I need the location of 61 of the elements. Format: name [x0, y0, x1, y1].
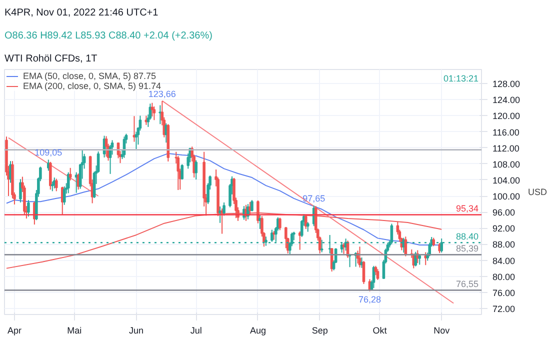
annotation: 109,05: [34, 148, 62, 158]
candlestick: [19, 178, 22, 203]
y-tick-label: 116.00: [492, 127, 520, 138]
legend-label: EMA (50, close, 0, SMA, 5) 87.75: [23, 71, 156, 81]
candlestick: [176, 155, 180, 190]
chart-subtitle: K4PR, Nov 01, 2022 21:46 UTC+1: [4, 8, 159, 18]
candlestick: [194, 160, 198, 180]
annotation: 97,65: [302, 193, 326, 204]
candlestick: [152, 106, 156, 121]
candlestick: [362, 260, 366, 284]
text: O86.36 H89.42 L85.93 C88.40 +2.04 (+2.36%): [4, 30, 212, 42]
x-tick-label: Aug: [250, 326, 266, 336]
candlestick: [374, 265, 378, 276]
candlestick: [138, 115, 142, 132]
ref-line-label: 95,34: [456, 204, 479, 214]
y-tick-label: 80.00: [492, 272, 516, 282]
y-tick-label: 92.00: [492, 224, 516, 234]
y-tick-label: 124.00: [492, 95, 520, 106]
candlestick: [54, 178, 58, 192]
candlestick: [180, 164, 184, 180]
candlestick: [222, 202, 226, 216]
y-tick-label: 120.00: [492, 111, 520, 122]
x-tick-label: Apr: [7, 326, 22, 336]
candlestick: [62, 186, 66, 206]
y-tick-label: 108.00: [492, 159, 520, 170]
candlestick: [250, 200, 254, 212]
y-tick-label: 96.00: [492, 208, 516, 218]
x-tick-label: Okt: [372, 326, 388, 336]
candlestick: [104, 136, 108, 158]
candlestick: [376, 268, 380, 280]
candlestick: [284, 226, 288, 249]
x-tick-label: Jun: [128, 326, 144, 336]
legend-label: EMA (200, close, 0, SMA, 5) 91.74: [23, 81, 162, 91]
candlestick: [306, 222, 310, 232]
annotation: 123,66: [148, 88, 176, 99]
annotation: 01:13:21: [443, 74, 479, 84]
y-tick-label: 84.00: [492, 256, 516, 266]
ref-line-label: 76,55: [456, 279, 479, 290]
y-axis-title: USD: [528, 187, 548, 197]
y-tick-label: 76.00: [492, 288, 516, 298]
y-tick-label: 104.00: [492, 175, 520, 186]
annotation: 76,28: [358, 294, 382, 304]
x-tick-label: Sep: [312, 326, 328, 336]
chart-title: WTI Rohöl CFDs, 1T: [4, 54, 98, 64]
x-tick-label: Jul: [190, 326, 202, 336]
y-tick-label: 88.00: [492, 240, 516, 250]
candlestick: [300, 220, 304, 238]
ref-line-label: 88.40: [456, 232, 479, 242]
x-tick-label: Mai: [67, 326, 82, 336]
candlestick: [49, 161, 52, 190]
ref-line-label: 85,39: [456, 244, 479, 254]
candlestick: [134, 131, 138, 150]
y-tick-label: 128.00: [492, 79, 520, 90]
x-tick-label: Nov: [434, 326, 450, 336]
candlestick: [27, 200, 30, 217]
y-tick-label: 112.00: [492, 143, 520, 154]
candlestick: [278, 217, 282, 231]
candlestick: [68, 167, 72, 181]
candlestick: [158, 104, 162, 125]
y-tick-label: 100.00: [492, 192, 520, 202]
y-tick-label: 72.00: [492, 304, 516, 314]
